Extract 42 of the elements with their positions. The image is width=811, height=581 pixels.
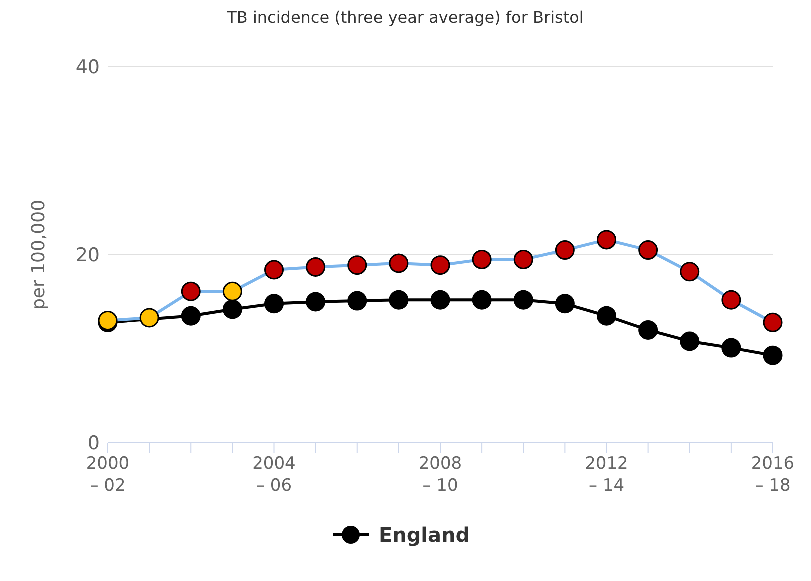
point [597,306,616,326]
x-tick-label: 2012 – 14 [585,454,628,496]
point [555,240,575,260]
point [680,262,700,282]
point [597,230,616,250]
point [181,306,201,326]
point [472,290,492,310]
point [222,282,242,302]
x-tick-label: 2008 – 10 [418,454,462,496]
point [306,292,326,312]
point [140,308,160,328]
point [222,300,242,320]
point [722,290,742,310]
x-tick-label: 2000 – 02 [86,454,130,496]
point [389,290,409,310]
point [430,290,450,310]
point [514,250,534,270]
point [389,254,409,274]
point [430,256,450,276]
x-tick-label: 2004 – 06 [252,454,296,496]
point [680,332,700,352]
point [722,338,742,358]
x-tick-label: 2016 – 18 [751,454,795,496]
point [264,294,284,314]
chart-title: TB incidence (three year average) for Bristol [226,8,585,27]
point [472,250,492,270]
point [348,291,368,311]
point [638,320,658,340]
point [181,282,201,302]
point [514,290,534,310]
point [348,256,368,276]
point [264,260,284,280]
y-axis-title: per 100,000 [28,200,50,310]
point [638,240,658,260]
point [555,294,575,314]
y-tick-label: 40 [76,56,100,79]
point [763,346,783,366]
point [763,312,783,332]
y-tick-label: 20 [76,244,100,267]
legend-label: England [378,523,470,547]
point [306,257,326,277]
y-tick-label: 0 [88,432,100,455]
